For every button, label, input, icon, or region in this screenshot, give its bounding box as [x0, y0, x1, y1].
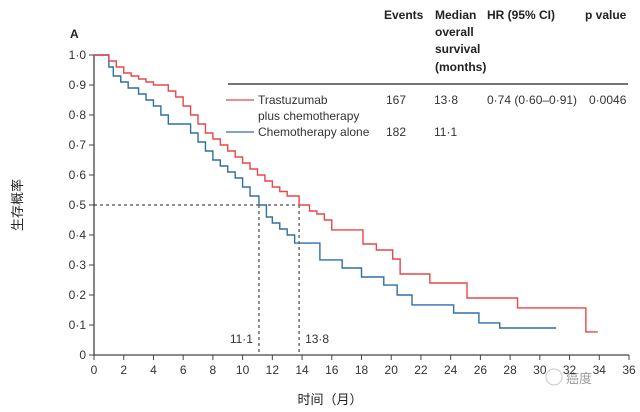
curve-chemotherapy — [94, 54, 557, 329]
x-axis-label: 时间（月） — [297, 393, 362, 408]
y-tick-label: 0·3 — [69, 258, 87, 272]
y-tick-label: 0 — [79, 348, 86, 362]
x-tick-label: 4 — [150, 363, 157, 377]
y-tick-label: 0·4 — [69, 228, 87, 242]
row1-hr: 0·74 (0·60–0·91) — [487, 93, 577, 107]
wechat-icon — [545, 368, 563, 386]
watermark: 癌度 — [545, 368, 592, 387]
row1-events: 167 — [386, 93, 406, 107]
x-tick-label: 0 — [91, 363, 98, 377]
curve-trastuzumab — [94, 54, 598, 333]
row1-name-2: plus chemotherapy — [258, 109, 359, 123]
median-label: 13·8 — [305, 332, 329, 346]
x-tick-label: 26 — [474, 363, 488, 377]
y-tick-label: 0·5 — [69, 198, 87, 212]
y-tick-label: 0·1 — [69, 318, 87, 332]
row2-median: 11·1 — [434, 125, 457, 139]
y-tick-label: 0·9 — [69, 78, 87, 92]
x-tick-label: 8 — [210, 363, 217, 377]
row2-events: 182 — [386, 125, 406, 139]
x-tick-label: 30 — [533, 363, 547, 377]
row1-name-1: Trastuzumab — [258, 93, 328, 107]
x-tick-label: 10 — [236, 363, 250, 377]
x-tick-label: 18 — [355, 363, 369, 377]
x-tick-label: 32 — [563, 363, 577, 377]
x-tick-label: 6 — [180, 363, 187, 377]
row2-name: Chemotherapy alone — [258, 125, 370, 139]
row1-p: 0·0046 — [589, 93, 627, 107]
y-tick-label: 0·6 — [69, 168, 87, 182]
x-tick-label: 34 — [593, 363, 607, 377]
header-hr: HR (95% CI) — [487, 8, 555, 22]
x-tick-label: 2 — [120, 363, 127, 377]
x-tick-label: 20 — [385, 363, 399, 377]
median-label: 11·1 — [230, 332, 253, 346]
ticks: 0 2 4 6 8 10 12 14 16 18 20 22 24 26 28 30 32 34 3600·10·2… — [69, 48, 636, 377]
header-median-1: Median — [435, 8, 476, 22]
x-tick-label: 12 — [266, 363, 280, 377]
y-tick-label: 0·7 — [69, 138, 87, 152]
legend-table: Events Median overall survival (months) … — [226, 8, 628, 139]
header-events: Events — [384, 8, 424, 22]
header-p: p value — [585, 8, 627, 22]
row1-median: 13·8 — [434, 93, 458, 107]
watermark-text: 癌度 — [566, 371, 592, 387]
header-median-3: survival — [435, 42, 480, 56]
x-tick-label: 24 — [444, 363, 458, 377]
x-tick-label: 36 — [622, 363, 636, 377]
x-tick-label: 16 — [325, 363, 339, 377]
panel-label: A — [70, 27, 79, 41]
x-tick-label: 28 — [503, 363, 517, 377]
x-tick-label: 14 — [295, 363, 309, 377]
median-lines: 11·1 13·8 — [94, 204, 329, 355]
y-tick-label: 0·2 — [69, 288, 87, 302]
y-tick-label: 0·8 — [69, 108, 87, 122]
header-median-4: (months) — [435, 60, 486, 74]
x-tick-label: 22 — [414, 363, 428, 377]
y-tick-label: 1·0 — [69, 48, 87, 62]
header-median-2: overall — [435, 25, 474, 39]
survival-curves — [94, 54, 598, 333]
y-axis-label: 生存概率 — [10, 179, 26, 231]
